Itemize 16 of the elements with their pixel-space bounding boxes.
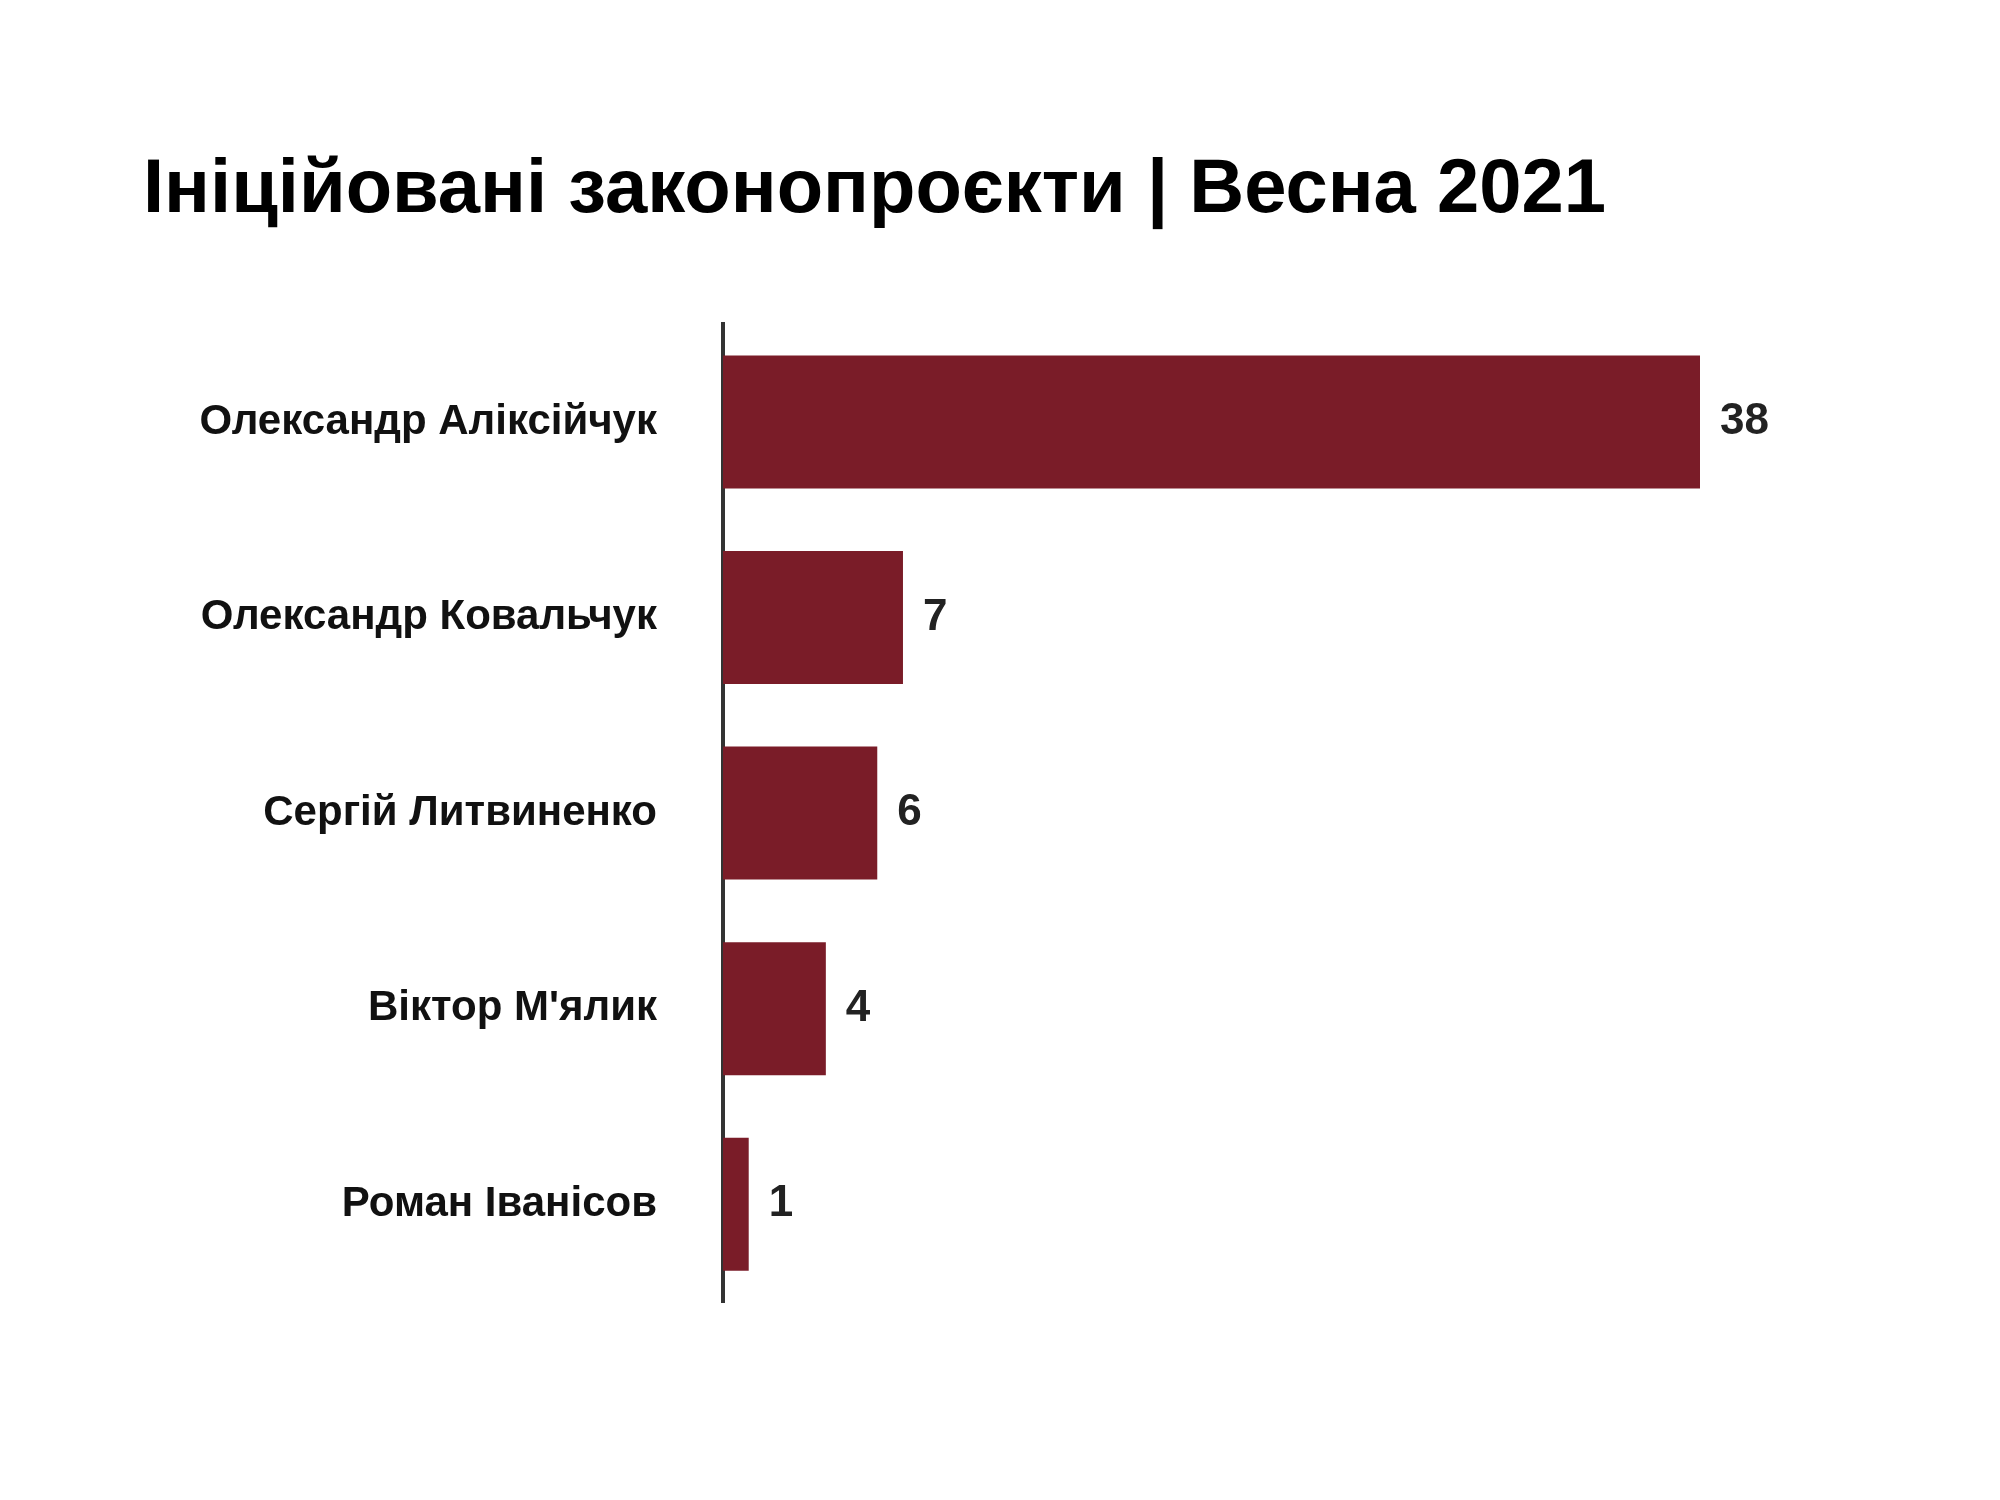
chart-title: Ініційовані законопроєкти | Весна 2021 (143, 142, 1607, 230)
bar (723, 1137, 749, 1271)
y-tick-label: Роман Іванісов (341, 1177, 657, 1225)
y-tick-label: Олександр Ковальчук (200, 591, 658, 639)
data-label: 1 (768, 1176, 794, 1226)
y-tick-label: Віктор М'ялик (367, 982, 658, 1030)
y-tick-label: Сергій Литвиненко (263, 786, 657, 834)
data-label: 6 (897, 785, 922, 835)
bar (723, 355, 1700, 489)
data-label: 7 (922, 589, 948, 639)
bar (723, 746, 878, 880)
bar (723, 551, 903, 685)
bar (723, 942, 826, 1076)
data-label: 38 (1720, 394, 1769, 444)
y-tick-label: Олександр Аліксійчук (199, 395, 658, 443)
data-label: 4 (845, 980, 871, 1030)
